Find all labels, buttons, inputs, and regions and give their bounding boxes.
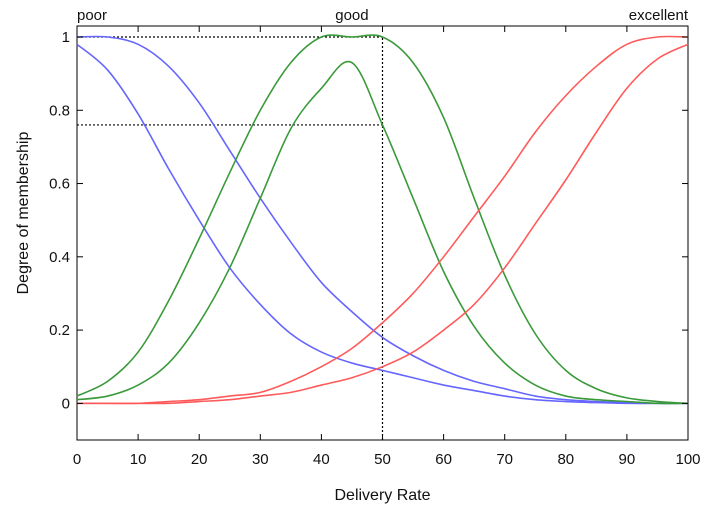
x-tick-label: 60 [435, 451, 452, 468]
term-labels: poor good excellent [77, 7, 689, 24]
term-label-excellent: excellent [629, 7, 689, 24]
x-tick-label: 0 [73, 451, 81, 468]
term-label-poor: poor [77, 7, 107, 24]
x-tick-label: 40 [313, 451, 330, 468]
x-tick-label: 10 [130, 451, 147, 468]
axes-frame [77, 26, 688, 440]
y-tick-label: 0.8 [49, 102, 70, 119]
x-tick-label: 20 [191, 451, 208, 468]
x-tick-label: 80 [557, 451, 574, 468]
y-axis-title: Degree of membership [15, 132, 32, 295]
term-label-good: good [335, 7, 368, 24]
x-tick-label: 70 [496, 451, 513, 468]
y-tick-label: 0.6 [49, 176, 70, 193]
y-tick-label: 0 [62, 395, 70, 412]
x-tick-label: 100 [675, 451, 700, 468]
y-tick-label: 0.4 [49, 249, 70, 266]
y-tick-label: 0.2 [49, 322, 70, 339]
x-tick-label: 50 [374, 451, 391, 468]
x-axis-title: Delivery Rate [334, 487, 430, 504]
x-tick-label: 30 [252, 451, 269, 468]
x-tick-label: 90 [619, 451, 636, 468]
y-tick-label: 1 [62, 29, 70, 46]
plot-area [77, 26, 688, 440]
